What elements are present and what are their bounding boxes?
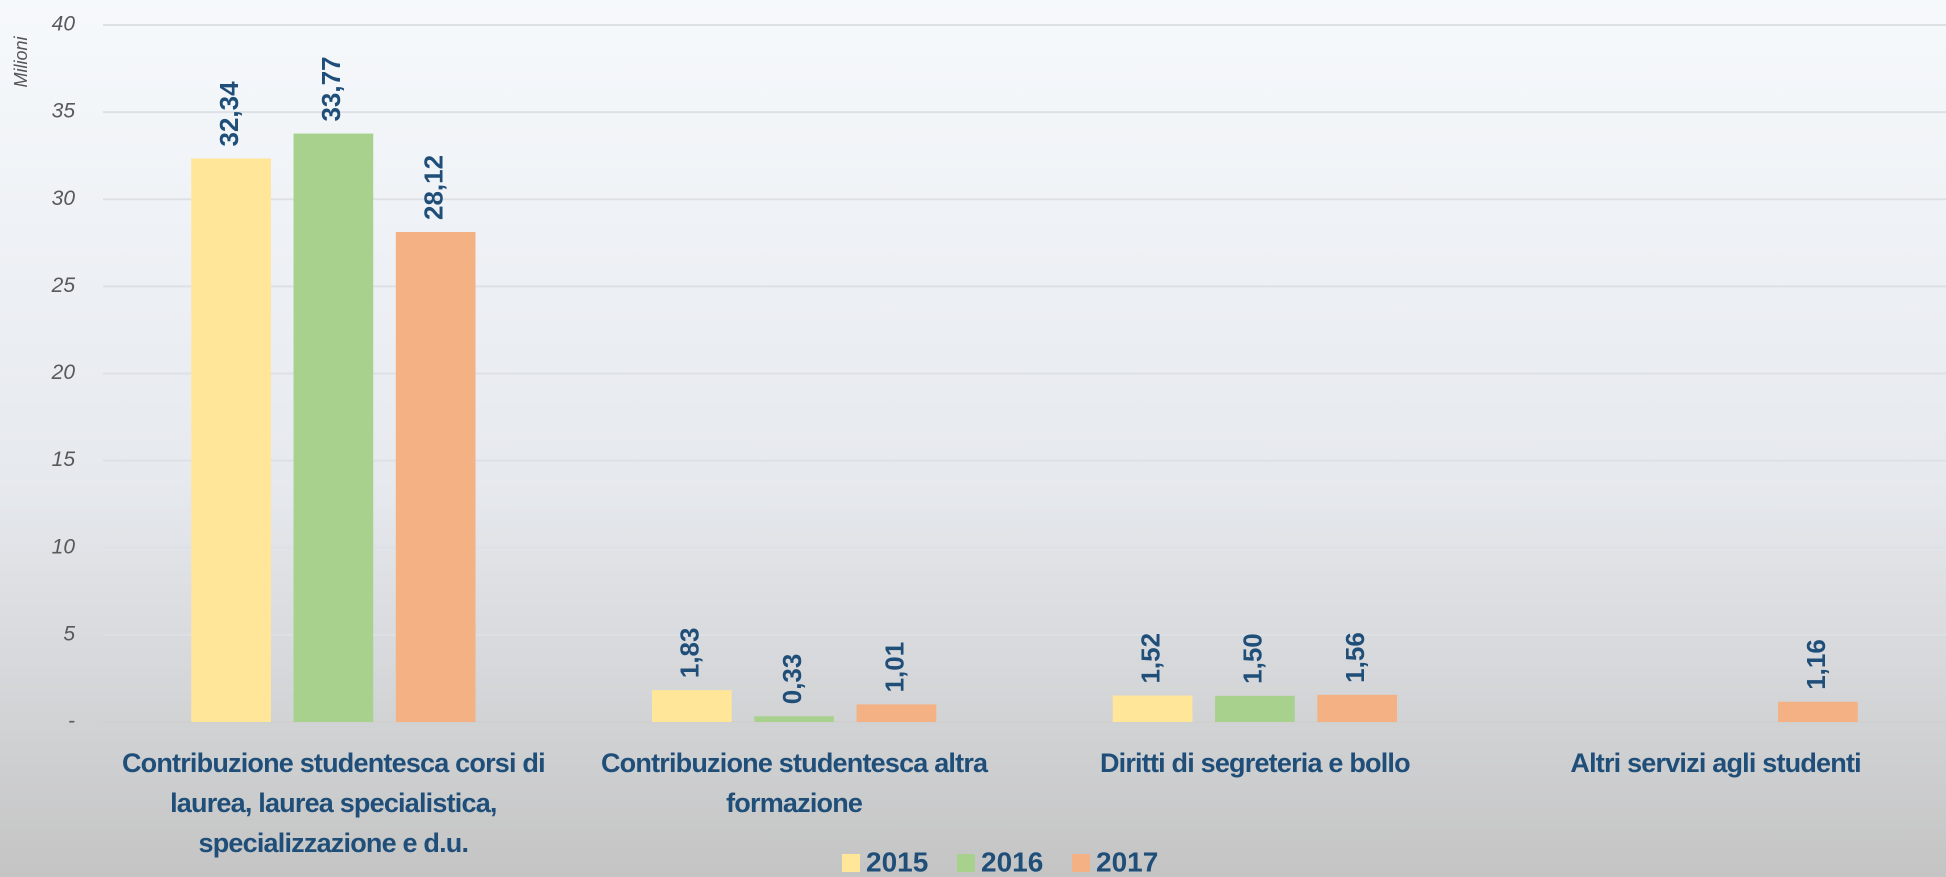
value-label: 1,01 (879, 642, 909, 693)
y-tick-label: 25 (51, 274, 76, 297)
y-tick-label: 40 (52, 13, 76, 36)
y-axis-label: Milioni (11, 35, 31, 87)
legend-swatch (957, 854, 975, 872)
bar (754, 716, 834, 722)
bar (191, 158, 271, 723)
x-tick-label: Contribuzione studentesca altra formazio… (600, 748, 988, 818)
value-label: 0,33 (777, 654, 807, 705)
x-tick-label: Contribuzione studentesca corsi di laure… (121, 748, 546, 858)
y-tick-label: 30 (52, 187, 76, 210)
bar (1215, 695, 1295, 722)
bar (293, 133, 374, 723)
value-label: 1,83 (675, 628, 705, 679)
bar (1317, 694, 1398, 722)
legend-swatch (842, 854, 860, 872)
legend-label: 2017 (1096, 846, 1158, 877)
bar (395, 232, 476, 722)
bar (856, 704, 937, 722)
value-label: 33,77 (316, 56, 346, 121)
bar (1778, 701, 1858, 722)
y-tick-label: 20 (51, 361, 76, 384)
value-label: 32,34 (214, 81, 244, 147)
y-tick-label: 15 (52, 448, 76, 471)
value-label: 1,52 (1135, 633, 1165, 684)
value-label: 1,16 (1801, 639, 1831, 690)
bar (1112, 695, 1193, 722)
value-label: 1,56 (1340, 632, 1370, 683)
y-tick-label: - (68, 710, 75, 733)
x-tick-label: Altri servizi agli studenti (1570, 748, 1861, 778)
legend-swatch (1072, 854, 1090, 872)
x-tick-label: Diritti di segreteria e bollo (1099, 748, 1411, 778)
y-tick-label: 10 (52, 535, 76, 558)
y-tick-label: 5 (63, 622, 75, 645)
bar (651, 690, 732, 722)
legend-label: 2016 (981, 846, 1043, 877)
value-label: 1,50 (1238, 633, 1268, 684)
y-tick-label: 35 (52, 100, 76, 123)
value-label: 28,12 (419, 155, 449, 220)
legend-label: 2015 (866, 846, 928, 877)
